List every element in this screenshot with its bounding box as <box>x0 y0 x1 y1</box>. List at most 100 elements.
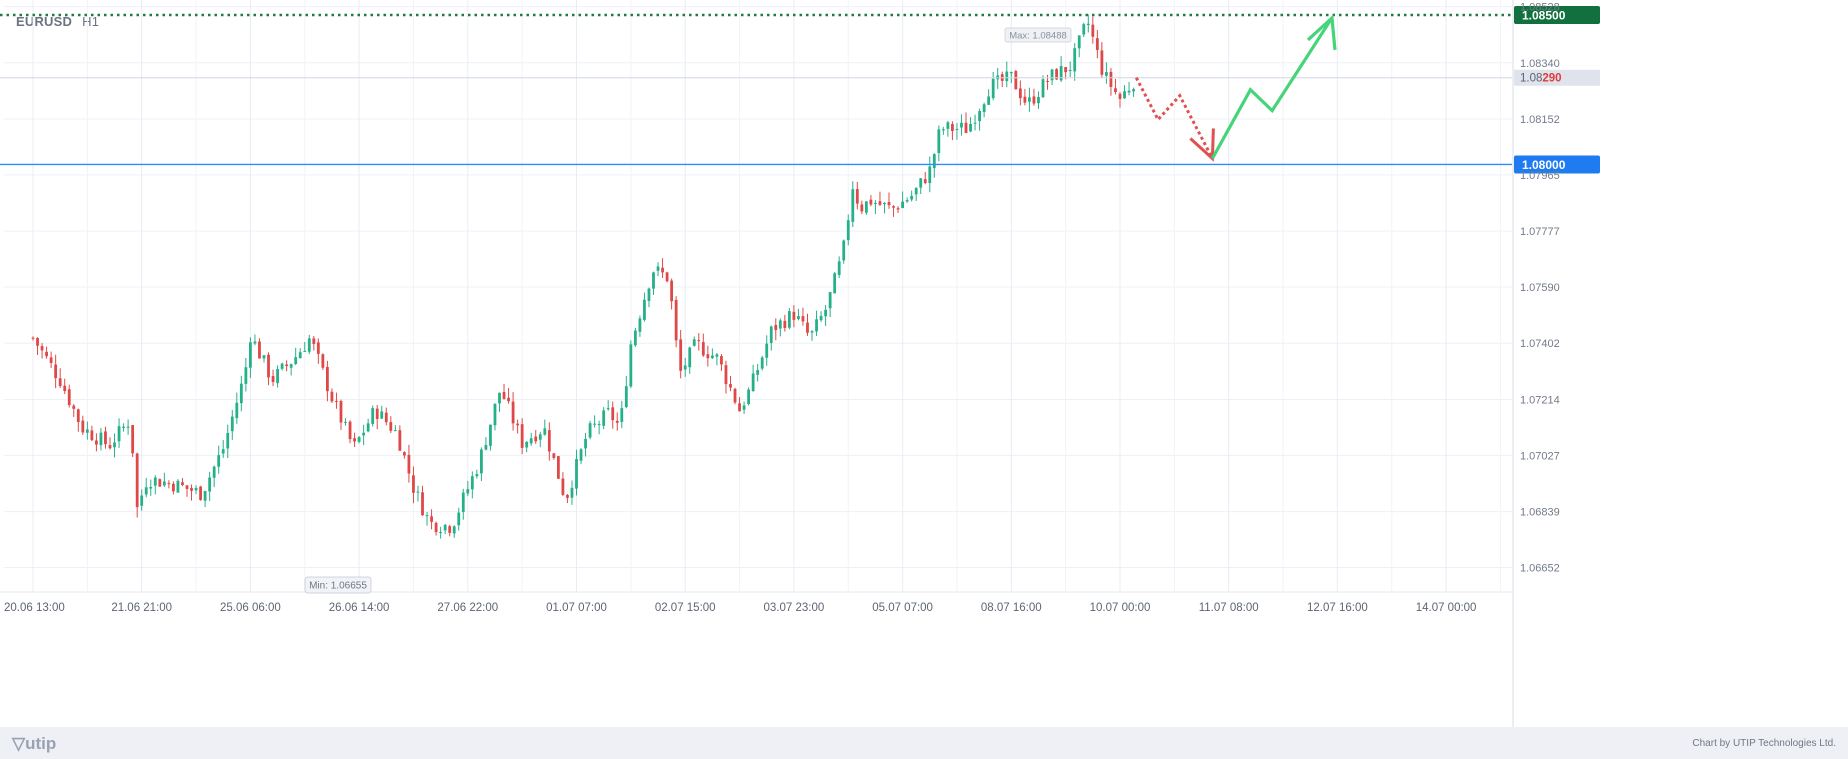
price-chart[interactable]: 1.08500 1.08000 1.08290 1.06652 1.06839 1.07… <box>0 0 1848 727</box>
candle-body <box>172 483 175 492</box>
candle-body <box>502 392 506 399</box>
candle-body <box>416 491 420 493</box>
resistance-badge <box>1514 5 1600 24</box>
candle-body <box>1132 89 1135 92</box>
candle-body <box>715 354 719 357</box>
candle-body <box>846 220 850 241</box>
candle-body <box>760 357 764 369</box>
candle-body <box>67 389 71 406</box>
candle-body <box>457 512 461 526</box>
candle-body <box>588 423 592 438</box>
candle-body <box>815 319 818 332</box>
candle-body <box>443 524 447 531</box>
candle-body <box>181 482 184 486</box>
y-tick-label: 1.08340 <box>1520 58 1560 70</box>
candle-body <box>520 424 524 448</box>
candle-body <box>312 338 316 345</box>
candle-body <box>964 122 968 133</box>
candle-body <box>720 356 723 365</box>
candle-body <box>303 350 307 352</box>
candle-body <box>797 316 800 320</box>
timeframe-label: H1 <box>82 14 100 29</box>
candle-body <box>176 480 180 493</box>
y-tick-label: 1.07777 <box>1520 226 1560 238</box>
candle-body <box>153 477 157 486</box>
candle-body <box>344 421 347 423</box>
candle-body <box>710 355 714 359</box>
candle-body <box>330 391 334 402</box>
candle-body <box>982 104 986 113</box>
utip-logo: ▽utip <box>12 734 57 753</box>
candle-body <box>430 516 433 522</box>
candle-body <box>688 347 692 368</box>
candle-body <box>570 487 574 498</box>
candle-body <box>285 364 289 367</box>
candle-body <box>1068 70 1072 72</box>
candle-body <box>294 357 298 364</box>
candle-body <box>919 178 923 188</box>
candle-body <box>203 491 207 501</box>
candle-body <box>1082 24 1086 35</box>
candle-body <box>162 481 166 486</box>
candle-body <box>271 375 275 383</box>
candle-body <box>547 430 551 452</box>
candle-body <box>158 479 162 487</box>
candle-body <box>126 426 130 428</box>
candle-body <box>991 78 995 99</box>
candle-body <box>1009 71 1013 74</box>
candle-body <box>461 492 465 512</box>
candle-body <box>874 202 877 204</box>
candle-body <box>31 337 35 339</box>
candle-body <box>742 405 746 410</box>
candle-body <box>212 466 216 478</box>
candle-body <box>249 342 252 368</box>
candle-body <box>828 292 832 309</box>
y-tick-label: 1.07027 <box>1520 450 1560 462</box>
candle-body <box>90 430 94 441</box>
candle-body <box>276 369 279 384</box>
candle-body <box>1050 69 1054 81</box>
candle-body <box>470 476 474 490</box>
candle-body <box>538 434 542 440</box>
y-tick-label: 1.06839 <box>1520 507 1560 519</box>
candle-body <box>978 111 981 122</box>
candle-body <box>1086 23 1090 26</box>
y-tick-label: 1.06652 <box>1520 562 1560 574</box>
x-tick-label: 25.06 06:00 <box>220 602 281 614</box>
time-axis: 20.06 13:00 21.06 21:00 25.06 06:00 26.06 1… <box>4 602 1476 614</box>
candle-body <box>751 373 755 392</box>
candle-body <box>194 487 198 491</box>
candle-body <box>833 273 837 294</box>
credit-text: Chart by UTIP Technologies Ltd. <box>1692 738 1836 749</box>
candle-body <box>887 202 891 206</box>
candle-body <box>552 453 556 458</box>
candle-body <box>1059 65 1063 81</box>
candle-body <box>208 477 212 492</box>
candle-body <box>620 408 624 422</box>
candle-body <box>774 324 778 331</box>
candle-body <box>1032 96 1036 104</box>
candle-body <box>593 423 597 425</box>
candle-body <box>801 316 805 322</box>
min-label-box <box>304 576 372 594</box>
candle-body <box>1046 80 1049 82</box>
x-tick-label: 03.07 23:00 <box>764 602 825 614</box>
candle-body <box>842 240 846 261</box>
candle-body <box>733 388 737 403</box>
candle-body <box>638 318 642 332</box>
candle-body <box>597 424 601 426</box>
candle-body <box>901 201 904 209</box>
x-tick-label: 10.07 00:00 <box>1090 602 1151 614</box>
candle-body <box>670 280 674 302</box>
candle-body <box>864 201 868 213</box>
extreme-labels: Max: 1.08488 Min: 1.06655 <box>304 27 1072 594</box>
candle-body <box>384 412 388 423</box>
y-tick-label: 1.07402 <box>1520 338 1560 350</box>
candle-body <box>516 423 520 426</box>
candle-body <box>1055 69 1058 80</box>
candle-body <box>928 166 932 184</box>
candle-body <box>896 208 900 210</box>
candle-body <box>298 352 302 359</box>
support-price: 1.08000 <box>1522 158 1566 172</box>
candle-body <box>1118 93 1122 99</box>
